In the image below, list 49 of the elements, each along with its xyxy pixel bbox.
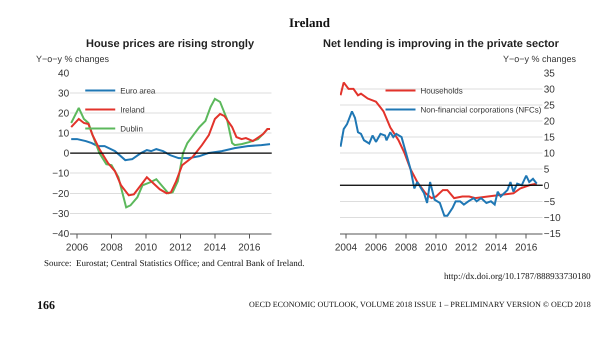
y2-tick-label: 25 bbox=[544, 100, 556, 112]
y2-tick-label: 35 bbox=[544, 68, 556, 80]
x-tick-label: 2012 bbox=[455, 242, 478, 254]
y2-tick-label: 15 bbox=[544, 132, 556, 144]
x-tick-label: 2008 bbox=[394, 242, 418, 254]
y2-tick-label: 5 bbox=[544, 164, 550, 176]
x-tick-label: 2004 bbox=[334, 242, 358, 254]
legend-label: Non-financial corporations (NFCs) bbox=[420, 106, 542, 115]
text: http://dx.doi.org/10.1787/888933730180 bbox=[444, 271, 592, 281]
y-tick-label: 10 bbox=[58, 128, 70, 140]
text: Ireland bbox=[289, 15, 331, 30]
text: OECD ECONOMIC OUTLOOK, VOLUME 2018 ISSUE 1 – PRELIMINARY VERSION © OECD 2018 bbox=[249, 300, 591, 309]
chart-title: House prices are rising strongly bbox=[86, 38, 255, 50]
x-tick-label: 2012 bbox=[169, 242, 192, 254]
y2-tick-label: 30 bbox=[544, 84, 556, 96]
x-tick-label: 2010 bbox=[424, 242, 448, 254]
y-tick-label: 40 bbox=[58, 68, 70, 80]
x-tick-label: 2010 bbox=[134, 242, 158, 254]
legend-label: Euro area bbox=[120, 86, 156, 96]
x-tick-label: 2016 bbox=[238, 242, 261, 254]
line-series bbox=[70, 112, 272, 196]
text: 166 bbox=[37, 298, 55, 312]
y2-tick-label: 20 bbox=[544, 116, 556, 128]
x-tick-label: 2014 bbox=[485, 242, 508, 254]
y-tick-label: 20 bbox=[58, 108, 70, 120]
y-tick-label: −40 bbox=[52, 228, 70, 240]
x-tick-label: 2006 bbox=[364, 242, 388, 254]
y2-tick-label: 0 bbox=[544, 180, 550, 192]
y-tick-label: −30 bbox=[52, 208, 70, 220]
y2-tick-label: 10 bbox=[544, 148, 556, 160]
y-tick-label: −20 bbox=[52, 188, 70, 200]
y-tick-label: −10 bbox=[52, 168, 70, 180]
y2-tick-label: −15 bbox=[544, 228, 562, 240]
x-tick-label: 2008 bbox=[100, 242, 124, 254]
line-series bbox=[70, 138, 272, 162]
source-note: Source: Eurostat; Central Statistics Office; and Central Bank of Ireland. bbox=[44, 258, 305, 268]
x-tick-label: 2006 bbox=[66, 242, 89, 254]
y2-tick-label: −10 bbox=[544, 212, 562, 224]
y2-axis-title: Y−o−y % changes bbox=[503, 54, 577, 64]
legend-label: Dublin bbox=[120, 124, 143, 134]
legend-label: Households bbox=[420, 86, 463, 96]
x-tick-label: 2014 bbox=[204, 242, 226, 254]
x-tick-label: 2016 bbox=[515, 242, 538, 254]
y-tick-label: 0 bbox=[64, 148, 70, 160]
y-tick-label: 30 bbox=[58, 88, 70, 100]
y2-tick-label: −5 bbox=[544, 196, 556, 208]
y-axis-title: Y−o−y % changes bbox=[36, 54, 110, 64]
legend-label: Ireland bbox=[120, 106, 145, 115]
chart-title: Net lending is improving in the private sector bbox=[323, 38, 560, 50]
